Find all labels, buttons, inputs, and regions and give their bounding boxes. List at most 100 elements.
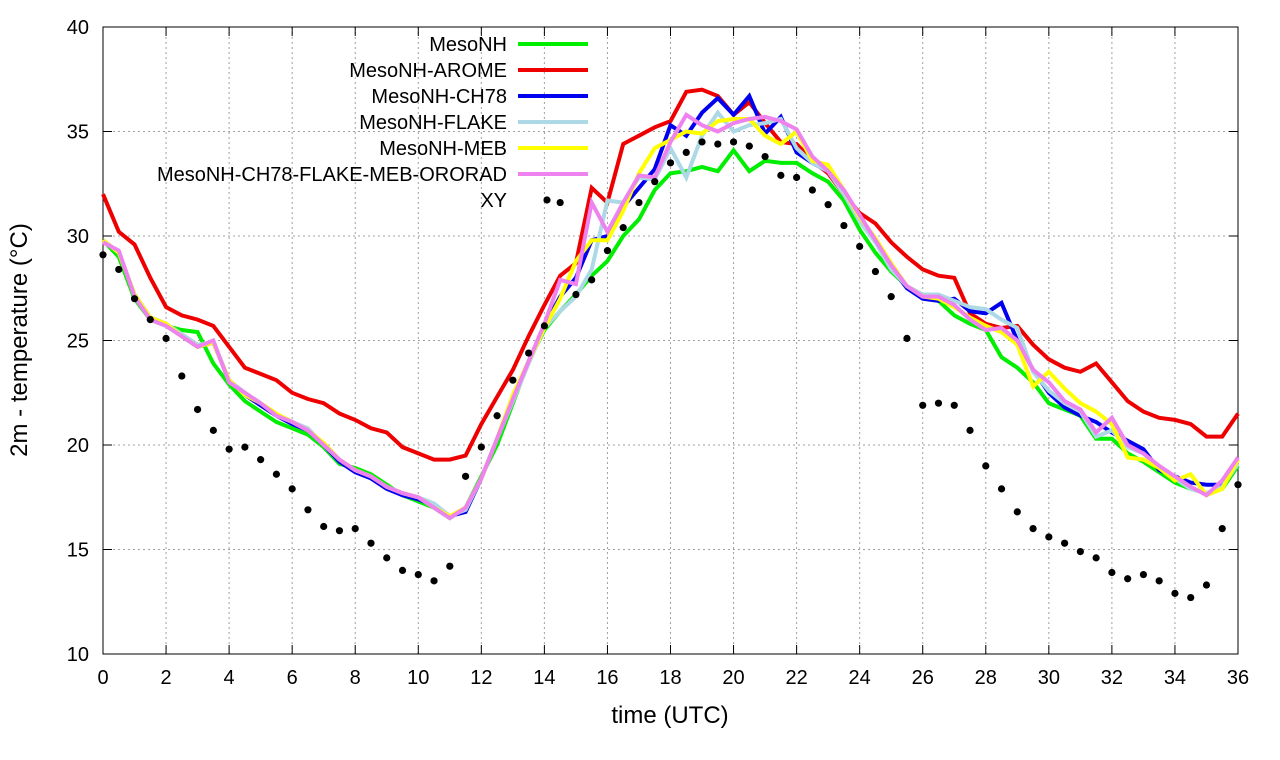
x-tick-label: 30 — [1038, 667, 1060, 689]
data-point — [540, 322, 548, 330]
x-tick-label: 0 — [97, 667, 108, 689]
data-point — [1045, 533, 1053, 541]
x-tick-label: 12 — [470, 667, 492, 689]
data-point — [982, 462, 990, 470]
y-tick-label: 30 — [67, 226, 89, 248]
x-tick-label: 22 — [785, 667, 807, 689]
x-tick-label: 16 — [596, 667, 618, 689]
data-point — [99, 251, 107, 259]
data-point — [919, 401, 927, 409]
legend-swatch — [543, 196, 551, 204]
data-point — [257, 456, 265, 464]
data-point — [745, 142, 753, 150]
data-point — [446, 562, 454, 570]
data-point — [304, 506, 312, 514]
x-tick-label: 36 — [1227, 667, 1249, 689]
y-tick-label: 15 — [67, 540, 89, 562]
data-point — [871, 267, 880, 276]
x-tick-label: 24 — [849, 667, 871, 689]
data-point — [603, 247, 612, 255]
data-point — [193, 405, 202, 414]
x-tick-label: 32 — [1101, 667, 1123, 689]
data-point — [856, 242, 864, 251]
data-point — [966, 426, 974, 434]
data-point — [619, 224, 627, 232]
data-point — [130, 295, 139, 303]
series-mesonh-ch78-flake-meb-ororad-line — [102, 111, 1240, 521]
data-point — [588, 276, 596, 284]
data-point — [1076, 547, 1084, 556]
data-point — [714, 140, 722, 148]
x-tick-label: 26 — [912, 667, 934, 689]
legend: MesoNH MesoNH-AROME MesoNH-CH78 MesoNH-FLAK… — [157, 34, 588, 212]
data-point — [1013, 508, 1021, 516]
legend-label: XY — [480, 190, 507, 212]
series-mesonh-line — [101, 146, 1240, 521]
data-point — [272, 470, 281, 478]
data-point — [320, 522, 328, 531]
data-point — [493, 412, 501, 420]
y-tick-label: 25 — [67, 331, 89, 353]
data-point — [1171, 589, 1179, 597]
x-tick-label: 20 — [722, 667, 744, 689]
data-point — [729, 138, 738, 146]
series-layer — [99, 87, 1242, 602]
data-point — [793, 173, 801, 182]
data-point — [666, 159, 675, 167]
data-point — [367, 539, 375, 547]
x-tick-label: 14 — [533, 667, 555, 689]
data-point — [651, 178, 659, 186]
x-tick-label: 4 — [224, 667, 235, 689]
y-tick-label: 40 — [67, 17, 89, 39]
axis-ticks: 0 2 4 6 8 10 12 14 16 18 20 22 24 26 28 30 32 34 361015202… — [67, 17, 1249, 689]
data-point — [1218, 525, 1226, 533]
data-point — [351, 525, 359, 533]
data-point — [225, 445, 233, 453]
data-point — [209, 426, 217, 434]
data-point — [430, 577, 438, 585]
y-tick-label: 35 — [67, 122, 89, 144]
data-point — [1108, 568, 1116, 577]
x-tick-label: 8 — [350, 667, 361, 689]
series-xy-points — [99, 138, 1242, 602]
legend-label: MesoNH-CH78 — [371, 86, 507, 108]
legend-label: MesoNH-MEB — [379, 138, 507, 160]
legend-label: MesoNH-CH78-FLAKE-MEB-ORORAD — [157, 164, 507, 186]
data-point — [887, 293, 895, 301]
data-point — [997, 485, 1006, 493]
x-tick-label: 28 — [975, 667, 997, 689]
legend-label: MesoNH — [429, 34, 507, 56]
x-tick-label: 2 — [160, 667, 171, 689]
data-point — [808, 186, 816, 194]
data-point — [698, 138, 706, 146]
data-point — [1234, 481, 1242, 489]
data-point — [682, 148, 690, 156]
data-point — [509, 376, 517, 384]
data-point — [383, 554, 391, 562]
y-tick-label: 20 — [67, 435, 89, 457]
data-point — [635, 198, 643, 207]
data-point — [241, 443, 249, 451]
data-point — [1060, 539, 1069, 547]
data-point — [1202, 581, 1211, 589]
data-point — [761, 152, 769, 161]
data-point — [934, 399, 943, 407]
x-axis-label: time (UTC) — [611, 702, 728, 729]
legend-label: MesoNH-AROME — [349, 60, 507, 82]
data-point — [903, 334, 911, 343]
data-point — [525, 349, 533, 357]
data-point — [1092, 554, 1100, 562]
data-point — [777, 171, 785, 179]
data-point — [335, 527, 344, 535]
data-point — [950, 401, 958, 409]
data-point — [162, 334, 170, 343]
y-tick-label: 10 — [67, 644, 89, 666]
data-point — [824, 201, 832, 209]
x-tick-label: 6 — [287, 667, 298, 689]
data-point — [840, 221, 848, 230]
data-point — [1155, 577, 1163, 585]
legend-label: MesoNH-FLAKE — [359, 112, 507, 134]
data-point — [414, 570, 422, 579]
data-point — [178, 372, 186, 380]
